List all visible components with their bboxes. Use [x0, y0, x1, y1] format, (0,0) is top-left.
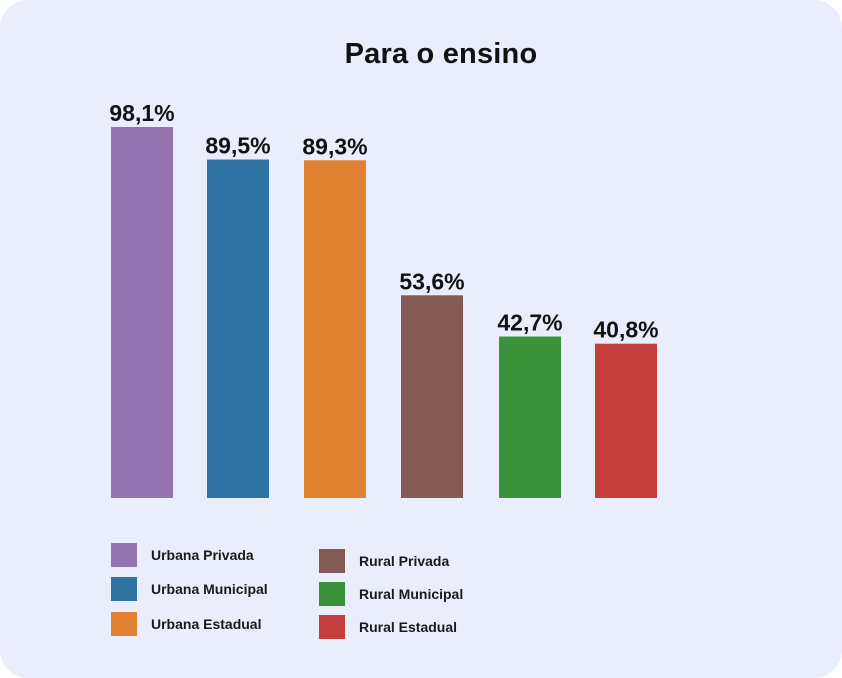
chart-title: Para o ensino — [344, 38, 538, 70]
bar-urbana-estadual — [304, 160, 366, 498]
bar-value-label: 89,3% — [302, 133, 367, 159]
legend-swatch — [111, 577, 137, 601]
legend-swatch — [319, 549, 345, 573]
legend-item-urbana-estadual: Urbana Estadual — [111, 612, 261, 636]
bar-urbana-municipal — [207, 159, 269, 498]
legend-item-rural-estadual: Rural Estadual — [319, 615, 457, 639]
legend-label: Rural Privada — [359, 553, 450, 569]
bar-value-label: 40,8% — [593, 317, 658, 343]
legend-item-rural-municipal: Rural Municipal — [319, 582, 463, 606]
legend-swatch — [319, 615, 345, 639]
bar-value-label: 89,5% — [205, 133, 270, 159]
legend-item-rural-privada: Rural Privada — [319, 549, 449, 573]
legend-label: Urbana Municipal — [151, 581, 268, 597]
bar-value-label: 98,1% — [109, 100, 174, 126]
bar-urbana-privada — [111, 127, 173, 498]
legend-item-urbana-municipal: Urbana Municipal — [111, 577, 268, 601]
bar-value-label: 53,6% — [399, 268, 464, 294]
legend-swatch — [111, 612, 137, 636]
bar-value-label: 42,7% — [497, 310, 562, 336]
legend-swatch — [111, 543, 137, 567]
legend-label: Rural Estadual — [359, 619, 458, 635]
bar-rural-estadual — [595, 343, 657, 498]
legend-label: Urbana Privada — [151, 547, 254, 563]
legend-label: Rural Municipal — [359, 586, 464, 602]
legend-item-urbana-privada: Urbana Privada — [111, 543, 254, 567]
bar-rural-privada — [401, 295, 463, 498]
legend-swatch — [319, 582, 345, 606]
legend-label: Urbana Estadual — [151, 616, 262, 632]
bar-rural-municipal — [499, 336, 561, 498]
